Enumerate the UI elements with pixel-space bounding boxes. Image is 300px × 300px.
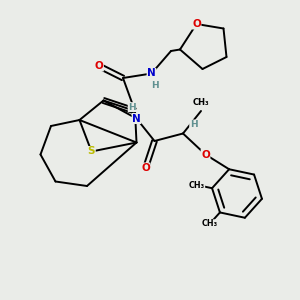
Text: O: O (192, 19, 201, 29)
Text: S: S (88, 146, 95, 157)
Text: H: H (190, 120, 197, 129)
Text: CH₃: CH₃ (193, 98, 209, 107)
Text: CH₃: CH₃ (189, 181, 205, 190)
Text: O: O (201, 149, 210, 160)
Text: H: H (128, 103, 136, 112)
Text: CH₃: CH₃ (202, 219, 218, 228)
Text: H: H (151, 81, 158, 90)
Text: O: O (141, 163, 150, 173)
Text: O: O (94, 61, 103, 71)
Text: N: N (147, 68, 156, 79)
Text: N: N (132, 113, 141, 124)
